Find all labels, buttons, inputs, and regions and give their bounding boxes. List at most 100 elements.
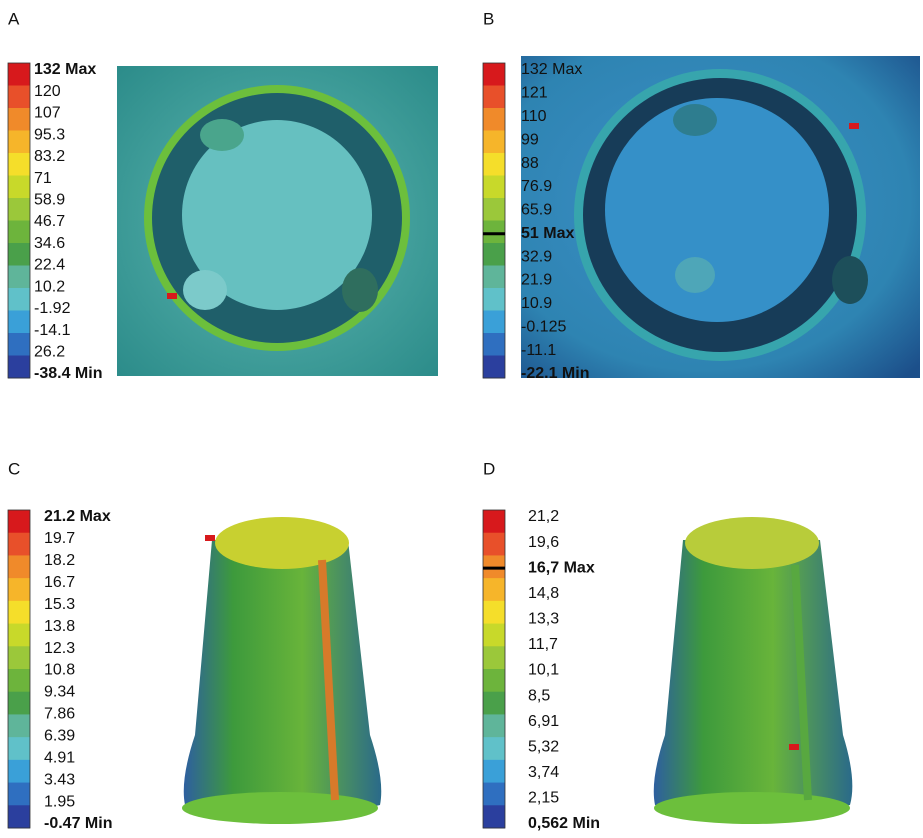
legend-label: 132 Max [521, 61, 582, 78]
legend-label: 10,1 [528, 662, 559, 679]
legend-label: 21,2 [528, 508, 559, 525]
legend-label: 1.95 [44, 793, 75, 810]
legend-swatch [8, 692, 30, 715]
legend-swatch [8, 288, 30, 311]
fea-image-a [117, 66, 438, 376]
legend-swatch [483, 131, 505, 154]
legend-swatch [483, 288, 505, 311]
legend-swatch [8, 266, 30, 289]
panel-label: A [8, 9, 20, 28]
legend-label: 6,91 [528, 713, 559, 730]
legend-label: 3,74 [528, 764, 559, 781]
legend-label: 11,7 [528, 636, 558, 653]
legend-label: 71 [34, 170, 52, 187]
legend-swatch [483, 243, 505, 266]
legend-label: 19.7 [44, 530, 75, 547]
legend-swatch [483, 578, 505, 601]
legend-label: 132 Max [34, 61, 96, 78]
legend-label: -1.92 [34, 300, 71, 317]
legend-swatch [483, 333, 505, 356]
legend-swatch [483, 646, 505, 669]
legend-swatch [483, 86, 505, 109]
legend-label: 46.7 [34, 213, 65, 230]
legend-label: -0.47 Min [44, 815, 112, 832]
legend-swatch [8, 221, 30, 244]
legend-label: 10.9 [521, 295, 552, 312]
legend-swatch [8, 624, 30, 647]
legend-swatch [8, 153, 30, 176]
legend-label: -11.1 [521, 342, 556, 359]
legend-swatch [483, 198, 505, 221]
legend-label: 88 [521, 155, 539, 172]
legend-swatch [483, 221, 505, 244]
legend-swatch [483, 176, 505, 199]
legend-swatch [8, 198, 30, 221]
legend-label: 9.34 [44, 684, 75, 701]
fea-image-d [654, 517, 853, 824]
legend-label: -22.1 Min [521, 365, 589, 382]
legend-label: 3.43 [44, 771, 75, 788]
legend-swatch [483, 624, 505, 647]
legend-label: 8,5 [528, 687, 550, 704]
legend-swatch [8, 646, 30, 669]
legend-label: -38.4 Min [34, 365, 102, 382]
legend-swatch [8, 783, 30, 806]
legend-label: 95.3 [34, 126, 65, 143]
legend-label: 99 [521, 131, 539, 148]
legend-swatch [8, 714, 30, 737]
legend-label: 5,32 [528, 738, 559, 755]
legend-swatch [8, 555, 30, 578]
legend-swatch [483, 601, 505, 624]
legend-label: 26.2 [34, 344, 65, 361]
legend-swatch [8, 131, 30, 154]
legend-swatch [8, 176, 30, 199]
legend-label: 83.2 [34, 148, 65, 165]
legend-swatch [483, 63, 505, 86]
legend-swatch [8, 356, 30, 379]
figure: A132 Max12010795.383.27158.946.734.622.4… [0, 0, 923, 833]
legend-label: 16,7 Max [528, 559, 595, 576]
legend-swatch [483, 805, 505, 828]
legend-label: 4.91 [44, 749, 75, 766]
panel-label: B [483, 9, 494, 28]
legend-swatch [483, 311, 505, 334]
legend-label: 19,6 [528, 534, 559, 551]
legend-swatch [8, 86, 30, 109]
legend-swatch [483, 266, 505, 289]
legend-label: 15.3 [44, 596, 75, 613]
legend-label: 107 [34, 105, 61, 122]
legend-label: 10.2 [34, 278, 65, 295]
legend-swatch [8, 510, 30, 533]
legend-label: 34.6 [34, 235, 65, 252]
legend-swatch [8, 311, 30, 334]
legend-label: -14.1 [34, 322, 71, 339]
panel-label: C [8, 459, 20, 478]
fea-image-c [182, 517, 381, 824]
legend-label: 121 [521, 85, 548, 102]
legend-label: 12.3 [44, 640, 75, 657]
legend-label: 7.86 [44, 706, 75, 723]
legend-label: 14,8 [528, 585, 559, 602]
legend-label: 51 Max [521, 225, 574, 242]
legend-swatch [483, 760, 505, 783]
legend-label: 10.8 [44, 662, 75, 679]
legend-label: 2,15 [528, 790, 559, 807]
legend-label: 120 [34, 83, 61, 100]
legend-label: 110 [521, 108, 547, 125]
legend-swatch [8, 533, 30, 556]
panel-label: D [483, 459, 495, 478]
legend-label: 13.8 [44, 618, 75, 635]
legend-label: 0,562 Min [528, 815, 600, 832]
legend-label: 18.2 [44, 552, 75, 569]
legend-swatch [8, 108, 30, 131]
legend-swatch [483, 714, 505, 737]
legend-label: 58.9 [34, 192, 65, 209]
legend-swatch [8, 601, 30, 624]
fea-image-b [521, 56, 920, 378]
legend-swatch [483, 356, 505, 379]
legend-label: 13,3 [528, 611, 559, 628]
legend-swatch [483, 783, 505, 806]
legend-label: 6.39 [44, 728, 75, 745]
legend-label: 16.7 [44, 574, 75, 591]
legend-swatch [8, 243, 30, 266]
